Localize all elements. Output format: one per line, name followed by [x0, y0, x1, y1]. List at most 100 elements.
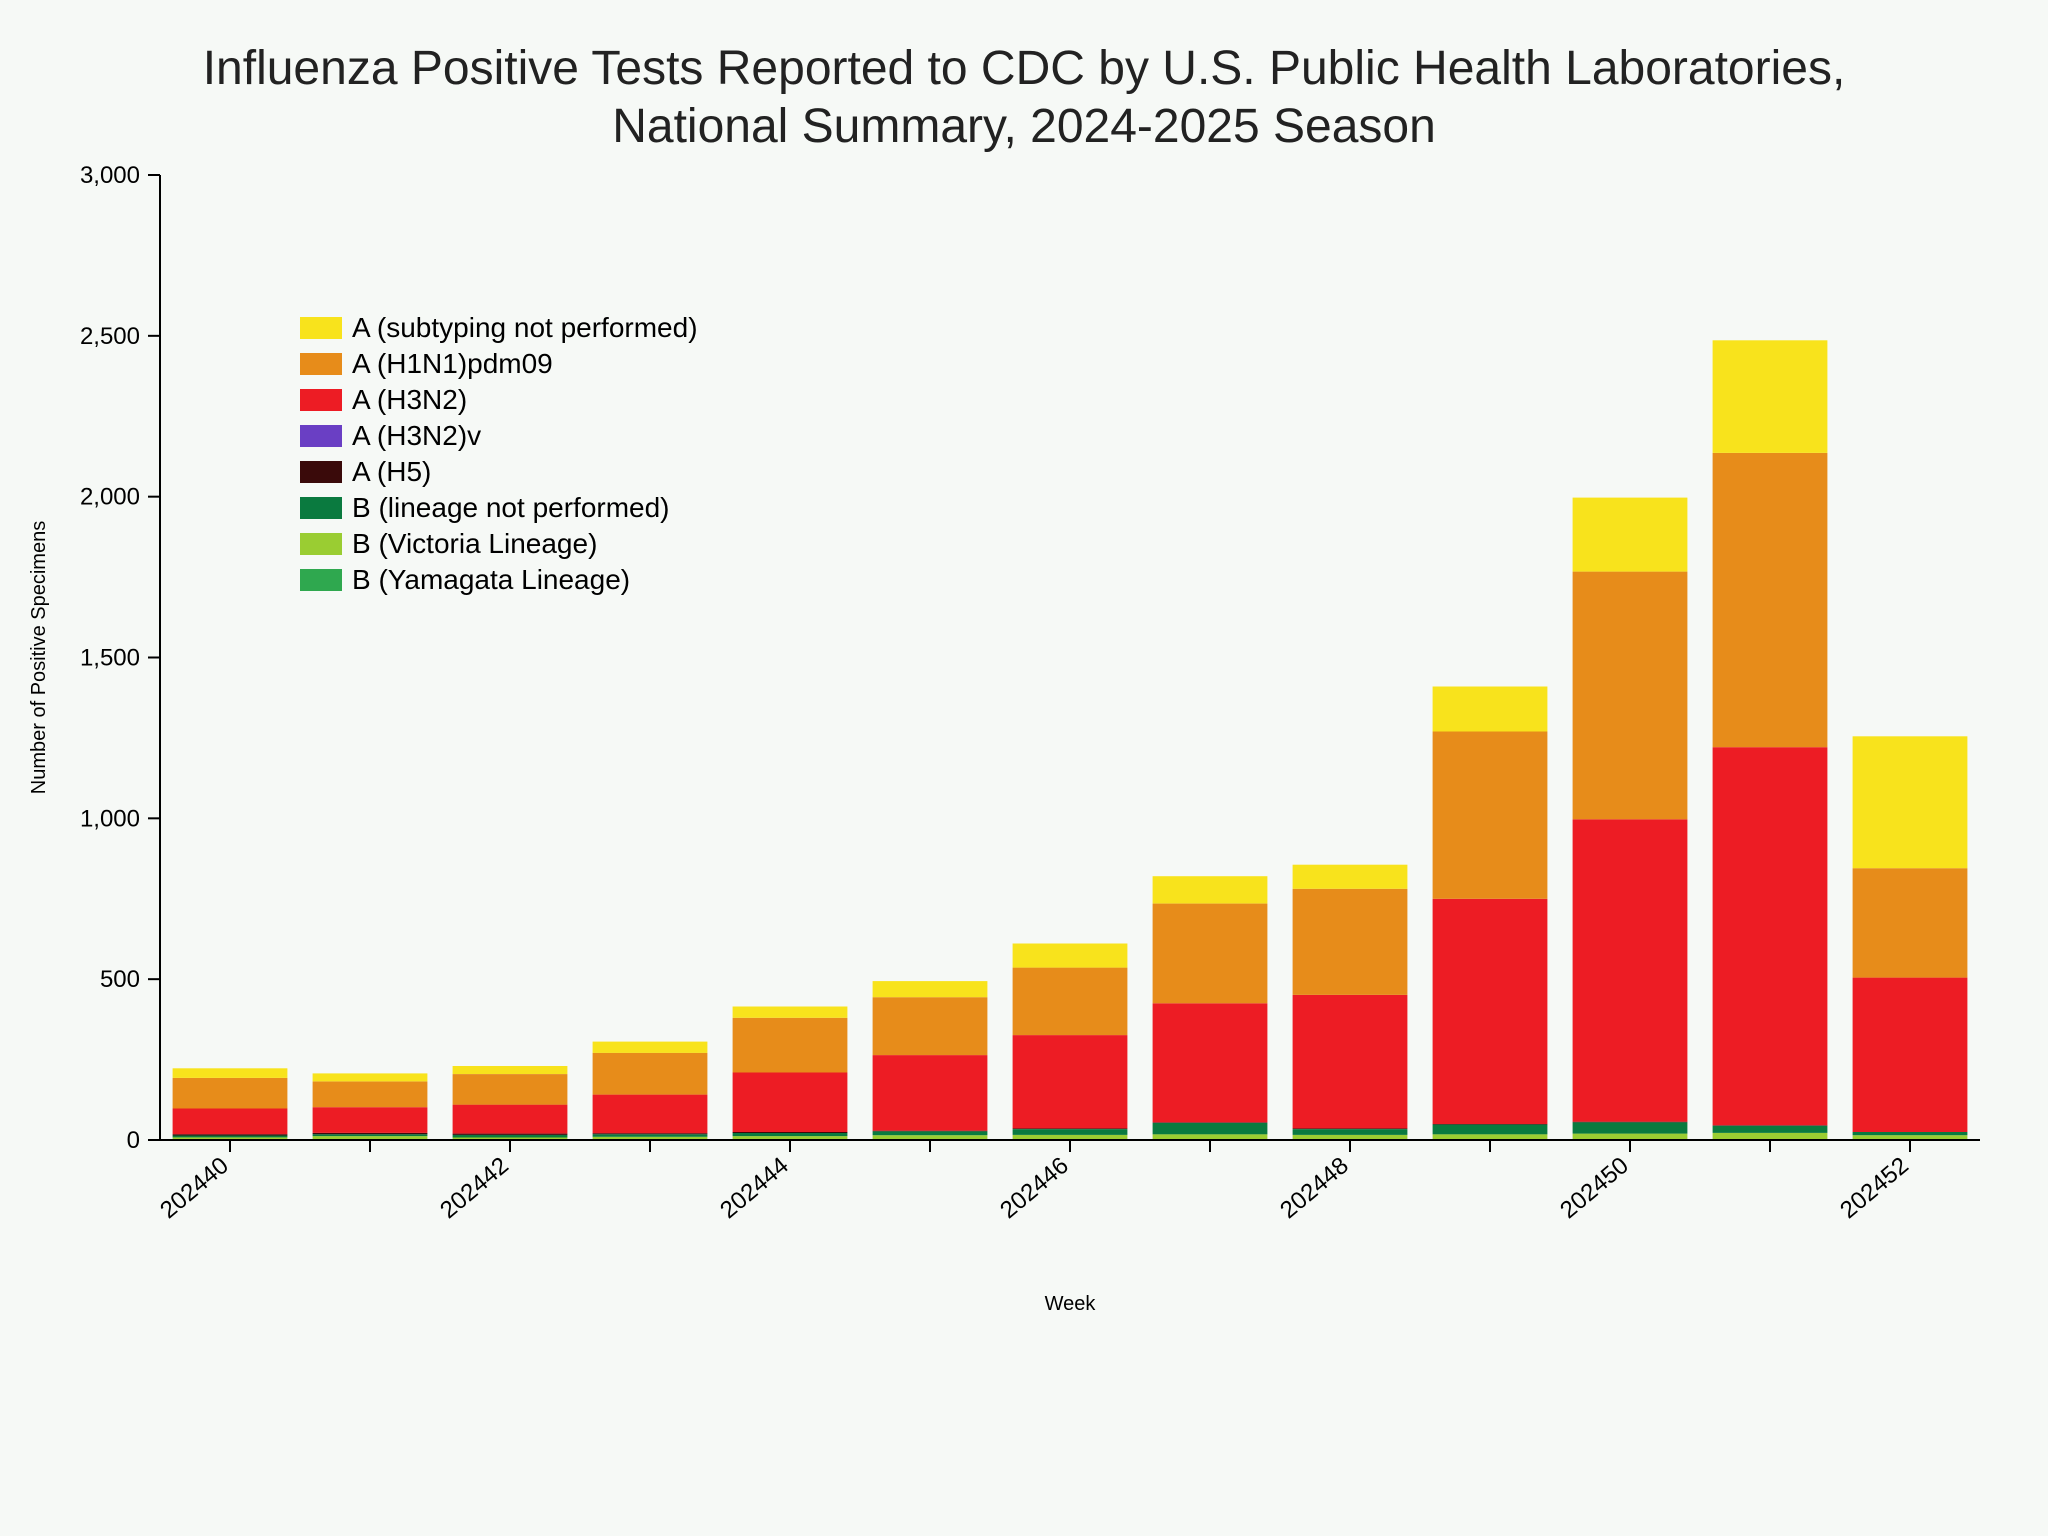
bar-segment — [453, 1135, 568, 1138]
bar-segment — [1713, 1126, 1828, 1133]
y-tick-label: 2,000 — [80, 484, 140, 511]
bar-segment — [453, 1134, 568, 1135]
legend-label: B (Yamagata Lineage) — [352, 564, 630, 596]
bar-segment — [1013, 944, 1128, 968]
legend-label: A (H1N1)pdm09 — [352, 348, 553, 380]
bar-segment — [1153, 1123, 1268, 1134]
bar-segment — [593, 1042, 708, 1053]
bar-segment — [1713, 453, 1828, 747]
legend-swatch — [300, 497, 342, 519]
legend-swatch — [300, 353, 342, 375]
bar-segment — [313, 1107, 428, 1133]
legend-swatch — [300, 533, 342, 555]
bar-segment — [1293, 995, 1408, 1129]
bar-segment — [453, 1074, 568, 1105]
bar-segment — [313, 1133, 428, 1134]
bar-segment — [453, 1066, 568, 1074]
legend-item: A (H3N2)v — [300, 418, 698, 454]
bar-segment — [1853, 978, 1968, 1132]
bar-segment — [1713, 1133, 1828, 1140]
bar-segment — [1153, 1003, 1268, 1122]
bar-segment — [1433, 732, 1548, 899]
bar-segment — [1433, 899, 1548, 1124]
bar-segment — [733, 1018, 848, 1073]
bar-segment — [313, 1082, 428, 1108]
bar-segment — [173, 1136, 288, 1138]
bar-segment — [593, 1133, 708, 1134]
bar-segment — [1433, 687, 1548, 732]
y-tick-label: 2,500 — [80, 323, 140, 350]
bar-segment — [1153, 904, 1268, 1004]
legend-label: B (lineage not performed) — [352, 492, 670, 524]
chart-title: Influenza Positive Tests Reported to CDC… — [0, 40, 2048, 155]
legend-label: B (Victoria Lineage) — [352, 528, 597, 560]
bar-segment — [173, 1109, 288, 1135]
bar-segment — [173, 1068, 288, 1078]
legend-item: A (H5) — [300, 454, 698, 490]
legend-label: A (H5) — [352, 456, 431, 488]
bar-segment — [453, 1105, 568, 1134]
bar-segment — [733, 1073, 848, 1133]
x-axis-label: Week — [1045, 1293, 1097, 1315]
legend-swatch — [300, 569, 342, 591]
bar-segment — [1573, 819, 1688, 1121]
bar-segment — [1293, 889, 1408, 995]
bar-segment — [1713, 340, 1828, 453]
bar-segment — [873, 997, 988, 1055]
x-tick-label: 202452 — [1835, 1152, 1914, 1224]
bar-segment — [1573, 1122, 1688, 1123]
y-tick-label: 1,000 — [80, 805, 140, 832]
legend-swatch — [300, 389, 342, 411]
legend-swatch — [300, 461, 342, 483]
legend-item: A (H1N1)pdm09 — [300, 346, 698, 382]
legend-item: A (subtyping not performed) — [300, 310, 698, 346]
legend-label: A (H3N2)v — [352, 420, 481, 452]
bar-segment — [1013, 1129, 1128, 1135]
bar-segment — [733, 1132, 848, 1133]
y-tick-label: 500 — [100, 966, 140, 993]
y-tick-label: 3,000 — [80, 162, 140, 189]
bar-segment — [1573, 1122, 1688, 1133]
bar-segment — [873, 981, 988, 997]
legend-swatch — [300, 425, 342, 447]
bar-segment — [733, 1007, 848, 1018]
bar-segment — [1153, 1122, 1268, 1123]
x-tick-label: 202440 — [155, 1152, 234, 1224]
bar-segment — [1713, 747, 1828, 1125]
bar-segment — [1293, 1128, 1408, 1129]
legend-item: B (Victoria Lineage) — [300, 526, 698, 562]
bar-segment — [593, 1095, 708, 1134]
bar-segment — [313, 1134, 428, 1136]
bar-segment — [1013, 1128, 1128, 1129]
legend-item: B (lineage not performed) — [300, 490, 698, 526]
x-tick-label: 202446 — [995, 1152, 1074, 1224]
bar-segment — [1293, 1129, 1408, 1135]
bar-segment — [593, 1134, 708, 1137]
chart-legend: A (subtyping not performed) A (H1N1)pdm09… — [300, 310, 698, 598]
bar-segment — [1573, 498, 1688, 572]
x-tick-label: 202448 — [1275, 1152, 1354, 1224]
title-line2: National Summary, 2024-2025 Season — [612, 100, 1436, 153]
bar-segment — [873, 1131, 988, 1135]
bar-segment — [1713, 1125, 1828, 1126]
bar-segment — [1853, 736, 1968, 868]
legend-item: B (Yamagata Lineage) — [300, 562, 698, 598]
bar-segment — [1293, 865, 1408, 889]
bar-segment — [173, 1078, 288, 1109]
x-tick-label: 202450 — [1555, 1152, 1634, 1224]
bar-segment — [313, 1073, 428, 1081]
bar-segment — [1013, 1035, 1128, 1128]
legend-label: A (H3N2) — [352, 384, 467, 416]
title-line1: Influenza Positive Tests Reported to CDC… — [203, 42, 1846, 95]
bar-segment — [873, 1055, 988, 1131]
bar-segment — [593, 1053, 708, 1095]
bar-segment — [873, 1131, 988, 1132]
legend-label: A (subtyping not performed) — [352, 312, 698, 344]
bar-segment — [1433, 1125, 1548, 1135]
legend-swatch — [300, 317, 342, 339]
x-tick-label: 202442 — [435, 1152, 514, 1224]
y-tick-label: 1,500 — [80, 645, 140, 672]
bar-segment — [173, 1134, 288, 1135]
y-axis-label: Number of Positive Specimens — [28, 521, 50, 794]
bar-segment — [1013, 968, 1128, 1036]
